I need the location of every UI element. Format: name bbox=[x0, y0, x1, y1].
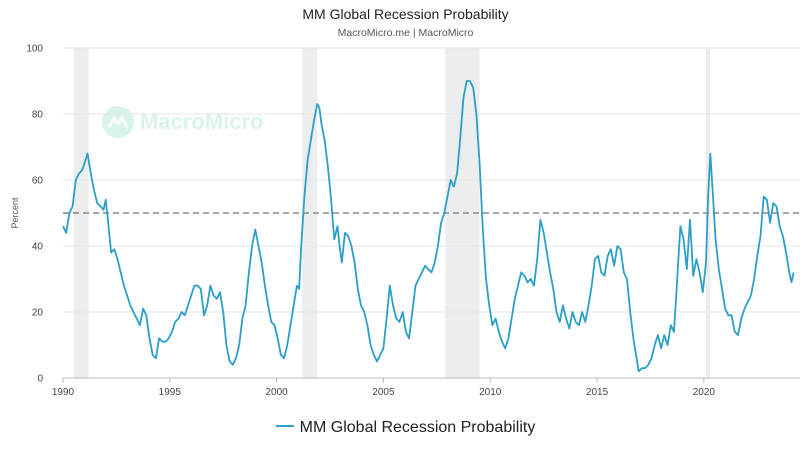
chart-subtitle: MacroMicro.me | MacroMicro bbox=[337, 27, 474, 39]
y-tick-label: 0 bbox=[37, 374, 43, 385]
macromicro-logo-icon bbox=[102, 106, 134, 138]
chart-title: MM Global Recession Probability bbox=[302, 6, 509, 22]
legend-swatch bbox=[275, 424, 294, 427]
x-tick-label: 1990 bbox=[52, 387, 75, 398]
x-axis: 1990 1995 2000 2005 2010 2015 2020 bbox=[52, 378, 716, 398]
x-tick-label: 2015 bbox=[586, 387, 609, 398]
y-axis: 0 20 40 60 80 100 bbox=[26, 44, 43, 385]
watermark-text: MacroMicro bbox=[140, 109, 264, 134]
y-tick-label: 40 bbox=[32, 242, 44, 253]
y-tick-label: 20 bbox=[32, 308, 44, 319]
x-tick-label: 2005 bbox=[372, 387, 395, 398]
series-lines[interactable] bbox=[62, 80, 795, 373]
y-tick-label: 60 bbox=[32, 176, 44, 187]
series-line[interactable] bbox=[62, 80, 795, 373]
y-axis-label: Percent bbox=[10, 197, 20, 229]
x-tick-label: 1995 bbox=[159, 387, 182, 398]
y-tick-label: 100 bbox=[26, 44, 43, 55]
y-tick-label: 80 bbox=[32, 110, 44, 121]
grid-lines bbox=[63, 47, 800, 379]
x-tick-label: 2000 bbox=[265, 387, 288, 398]
legend-label: MM Global Recession Probability bbox=[299, 419, 536, 436]
recession-band bbox=[302, 48, 318, 378]
legend[interactable]: MM Global Recession Probability bbox=[0, 419, 811, 437]
watermark: MacroMicro bbox=[102, 106, 263, 138]
recession-band bbox=[73, 48, 89, 378]
x-tick-label: 2020 bbox=[693, 387, 716, 398]
x-tick-label: 2010 bbox=[479, 387, 502, 398]
